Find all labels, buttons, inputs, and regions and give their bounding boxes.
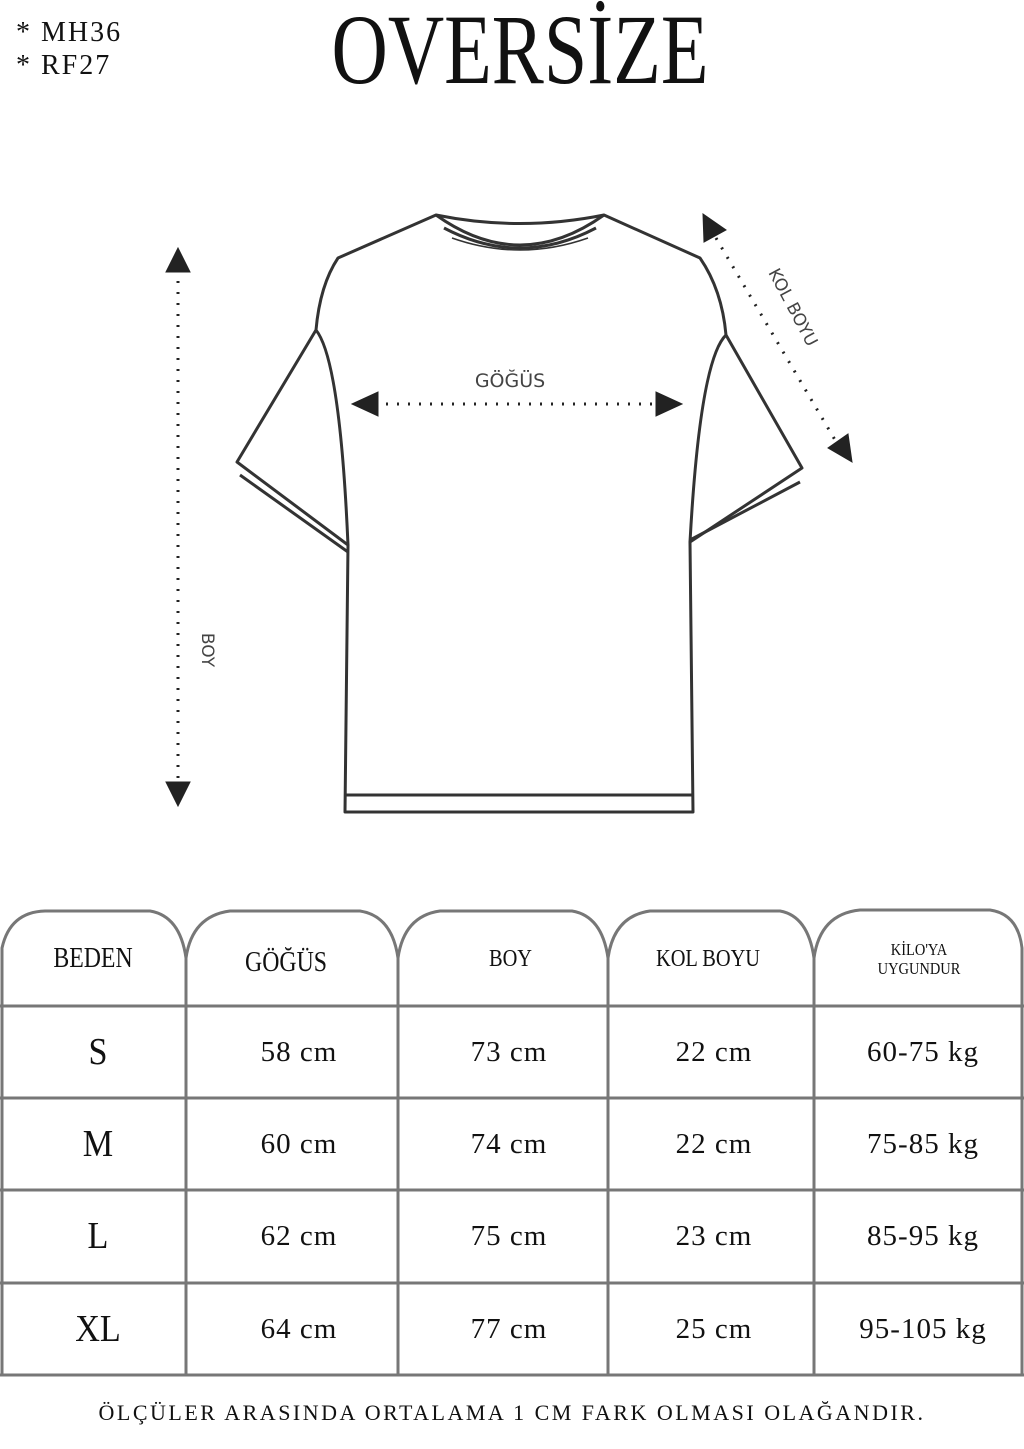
cell-sleeve: 25 cm bbox=[675, 1312, 753, 1345]
chest-label: GÖĞÜS bbox=[475, 368, 545, 392]
arrow-right-icon bbox=[655, 391, 684, 417]
cell-weight: 85-95 kg bbox=[867, 1219, 979, 1252]
cell-chest: 58 cm bbox=[260, 1035, 338, 1068]
cell-sleeve: 23 cm bbox=[675, 1219, 753, 1252]
header-length: BOY bbox=[488, 945, 533, 972]
tshirt-diagram: GÖĞÜS BOY KOL BOYU bbox=[165, 213, 853, 814]
cell-length: 73 cm bbox=[470, 1035, 548, 1068]
cell-length: 74 cm bbox=[470, 1127, 548, 1160]
header-weight-line1: KİLO'YA bbox=[890, 940, 948, 959]
header-weight: KİLO'YA UYGUNDUR bbox=[830, 928, 1009, 990]
table-grid bbox=[0, 908, 1024, 1377]
arrow-upleft-icon bbox=[702, 213, 727, 243]
cell-size: XL bbox=[75, 1308, 121, 1350]
size-table: BEDEN GÖĞÜS BOY KOL BOYU KİLO'YA UYGUNDU… bbox=[0, 908, 1024, 1378]
tshirt-outline bbox=[235, 213, 804, 814]
product-code: * MH36 bbox=[16, 17, 123, 48]
cell-sleeve: 22 cm bbox=[675, 1035, 753, 1068]
header-weight-line2: UYGUNDUR bbox=[877, 959, 961, 978]
arrow-downright-icon bbox=[827, 433, 853, 463]
product-codes: * MH36 * RF27 bbox=[16, 16, 122, 82]
cell-weight: 60-75 kg bbox=[867, 1035, 979, 1068]
cell-chest: 60 cm bbox=[260, 1127, 338, 1160]
cell-length: 75 cm bbox=[470, 1219, 548, 1252]
cell-size: L bbox=[87, 1215, 109, 1257]
arrow-up-icon bbox=[165, 246, 191, 273]
page-title: OVERSİZE bbox=[331, 0, 709, 105]
length-label: BOY bbox=[197, 633, 217, 668]
header-chest: GÖĞÜS bbox=[245, 947, 327, 978]
cell-chest: 64 cm bbox=[260, 1312, 338, 1345]
cell-size: S bbox=[88, 1031, 108, 1073]
product-code: * RF27 bbox=[16, 50, 112, 81]
sleeve-label: KOL BOYU bbox=[764, 265, 822, 350]
arrow-left-icon bbox=[350, 391, 379, 417]
cell-size: M bbox=[82, 1123, 114, 1165]
arrow-down-icon bbox=[165, 781, 191, 808]
header-sleeve: KOL BOYU bbox=[655, 945, 761, 972]
cell-sleeve: 22 cm bbox=[675, 1127, 753, 1160]
cell-length: 77 cm bbox=[470, 1312, 548, 1345]
cell-weight: 75-85 kg bbox=[867, 1127, 979, 1160]
cell-chest: 62 cm bbox=[260, 1219, 338, 1252]
cell-weight: 95-105 kg bbox=[859, 1312, 987, 1345]
header-size: BEDEN bbox=[53, 943, 133, 974]
footer-note: ÖLÇÜLER ARASINDA ORTALAMA 1 CM FARK OLMA… bbox=[98, 1400, 926, 1425]
